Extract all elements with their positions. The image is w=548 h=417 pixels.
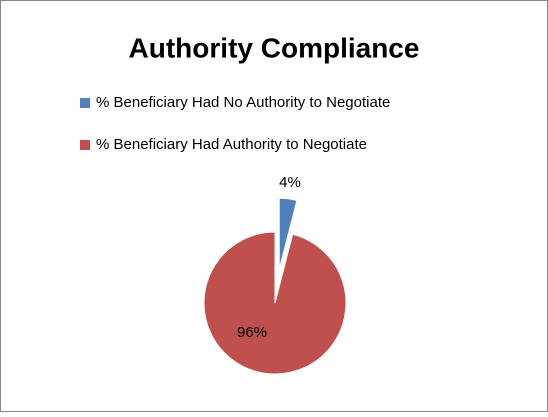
legend-swatch [80,140,90,150]
legend-swatch [80,98,90,108]
data-label: 4% [279,174,301,191]
pie-slice [278,197,298,270]
chart-title: Authority Compliance [129,32,420,63]
legend-label: % Beneficiary Had No Authority to Negoti… [96,94,390,111]
legend-label: % Beneficiary Had Authority to Negotiate [96,136,367,153]
pie-slice [203,231,347,375]
data-label: 96% [237,324,267,341]
